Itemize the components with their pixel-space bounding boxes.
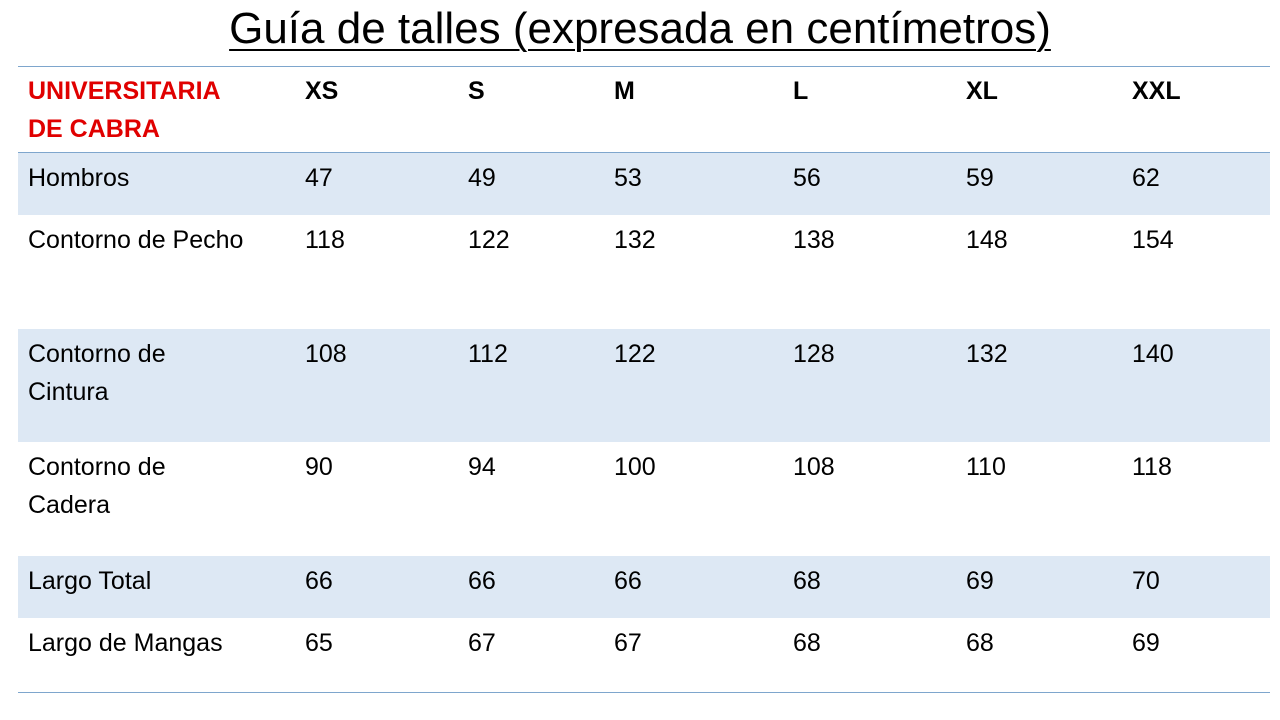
measure-cell: 118 [305,226,345,254]
measure-cell: 66 [614,567,642,595]
row-shading [18,153,1270,215]
row-label: Contorno de Pecho [28,226,244,254]
size-header: L [793,77,809,105]
measure-cell: 128 [793,340,835,368]
row-shading [18,329,1270,442]
page-title: Guía de talles (expresada en centímetros… [229,4,1051,53]
measure-cell: 68 [966,629,994,657]
size-header: XL [966,77,998,105]
measure-cell: 108 [305,340,347,368]
measure-cell: 67 [468,629,496,657]
measure-cell: 68 [793,567,821,595]
measure-cell: 69 [1132,629,1160,657]
measure-cell: 53 [614,164,642,192]
row-label: Contorno de Cadera [28,453,166,519]
measure-cell: 138 [793,226,835,254]
size-header: XS [305,77,339,105]
table-top-rule [18,66,1270,67]
row-label: Contorno de Cintura [28,340,166,406]
measure-cell: 47 [305,164,333,192]
measure-cell: 132 [966,340,1008,368]
measure-cell: 140 [1132,340,1174,368]
table-brand: UNIVERSITARIA DE CABRA [28,77,220,143]
measure-cell: 56 [793,164,821,192]
measure-cell: 70 [1132,567,1160,595]
measure-cell: 69 [966,567,994,595]
measure-cell: 154 [1132,226,1174,254]
table-bottom-rule [18,692,1270,693]
size-header: M [614,77,635,105]
measure-cell: 110 [966,453,1006,481]
measure-cell: 122 [614,340,656,368]
measure-cell: 67 [614,629,642,657]
measure-cell: 112 [468,340,508,368]
measure-cell: 90 [305,453,333,481]
measure-cell: 49 [468,164,496,192]
size-header: S [468,77,485,105]
measure-cell: 65 [305,629,333,657]
measure-cell: 66 [305,567,333,595]
row-label: Largo Total [28,567,152,595]
measure-cell: 62 [1132,164,1160,192]
size-header: XXL [1132,77,1181,105]
header-rule [18,152,1270,153]
measure-cell: 122 [468,226,510,254]
measure-cell: 118 [1132,453,1172,481]
measure-cell: 108 [793,453,835,481]
measure-cell: 94 [468,453,496,481]
measure-cell: 100 [614,453,656,481]
measure-cell: 148 [966,226,1008,254]
row-label: Largo de Mangas [28,629,223,657]
row-label: Hombros [28,164,130,192]
measure-cell: 66 [468,567,496,595]
measure-cell: 59 [966,164,994,192]
row-shading [18,556,1270,618]
measure-cell: 132 [614,226,656,254]
measure-cell: 68 [793,629,821,657]
